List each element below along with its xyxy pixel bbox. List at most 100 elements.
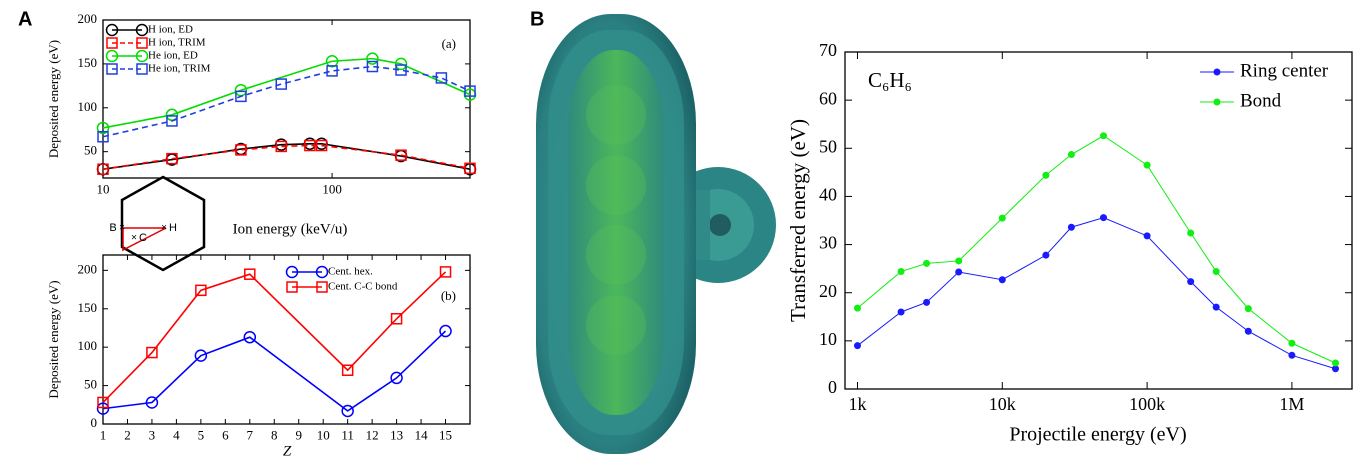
marker xyxy=(1332,365,1339,373)
y-axis-label: Deposited energy (eV) xyxy=(46,280,61,398)
inset-mark: × xyxy=(161,223,167,234)
marker xyxy=(390,313,403,325)
marker xyxy=(96,121,110,135)
marker xyxy=(1100,214,1108,222)
marker xyxy=(1042,171,1050,179)
y-tick-label: 60 xyxy=(819,88,837,108)
y-tick-label: 100 xyxy=(78,338,98,353)
marker xyxy=(1288,339,1296,347)
marker xyxy=(1143,232,1151,240)
legend-label: He ion, TRIM xyxy=(148,63,211,75)
x-axis-label: Z xyxy=(283,443,292,459)
marker xyxy=(315,265,329,279)
marker xyxy=(1244,327,1252,335)
x-tick-label: 4 xyxy=(173,427,180,442)
marker xyxy=(235,90,247,103)
marker xyxy=(897,308,905,316)
legend-label: Cent. C-C bond xyxy=(328,281,398,293)
marker xyxy=(1067,223,1075,231)
x-tick-label: 9 xyxy=(295,427,302,442)
panel-label: B xyxy=(530,8,544,30)
marker xyxy=(1332,359,1339,367)
marker xyxy=(97,396,109,409)
x-tick-label: 6 xyxy=(222,427,229,442)
marker xyxy=(439,324,452,338)
marker xyxy=(1187,278,1195,286)
inset-mark: × xyxy=(131,233,137,244)
marker xyxy=(464,162,476,175)
hexagon-inset: B C H × × × xyxy=(109,175,206,272)
inset-label: B xyxy=(109,222,116,234)
annotation: C₆H₆ xyxy=(868,68,912,92)
x-tick-label: 1M xyxy=(1279,394,1304,414)
marker xyxy=(105,49,119,63)
y-tick-label: 20 xyxy=(819,281,837,301)
x-tick-label: 100 xyxy=(322,181,342,196)
y-tick-label: 30 xyxy=(819,233,837,253)
marker xyxy=(275,78,288,90)
marker xyxy=(326,65,338,77)
x-tick-label: 10 xyxy=(317,427,330,442)
marker xyxy=(998,214,1006,222)
x-tick-label: 10 xyxy=(97,181,110,196)
series-line xyxy=(102,271,447,404)
marker xyxy=(390,371,403,385)
marker xyxy=(1100,132,1108,140)
marker xyxy=(1143,161,1151,169)
marker xyxy=(955,257,963,265)
panel-label: A xyxy=(18,8,32,30)
x-tick-label: 10k xyxy=(989,394,1016,414)
y-tick-label: 100 xyxy=(78,99,98,114)
marker xyxy=(194,349,208,362)
inset-label: H xyxy=(169,222,177,234)
marker xyxy=(166,152,178,165)
marker xyxy=(366,52,379,65)
series-line xyxy=(857,217,1336,370)
marker xyxy=(304,139,316,152)
marker xyxy=(341,404,354,418)
marker xyxy=(97,130,109,143)
y-tick-label: 40 xyxy=(819,185,837,205)
y-tick-label: 0 xyxy=(91,415,98,430)
plot-frame xyxy=(844,51,1353,390)
marker xyxy=(106,63,118,75)
marker xyxy=(1213,98,1221,106)
series-line xyxy=(102,330,447,412)
x-tick-label: 1k xyxy=(848,394,866,414)
y-tick-label: 150 xyxy=(78,300,98,315)
marker xyxy=(464,85,476,97)
x-tick-label: 13 xyxy=(390,427,403,442)
x-axis-label: Ion energy (keV/u) xyxy=(233,221,348,237)
marker xyxy=(286,281,298,293)
chart: 50 100 150 200 10 100 Ion energy (keV/u) Deposi… xyxy=(46,11,477,237)
marker xyxy=(955,268,963,276)
marker xyxy=(1187,229,1195,237)
marker xyxy=(325,55,339,68)
marker xyxy=(97,163,109,175)
marker xyxy=(146,346,158,359)
x-tick-label: 11 xyxy=(341,427,354,442)
marker xyxy=(145,396,159,409)
marker xyxy=(243,330,257,344)
x-tick-label: 12 xyxy=(366,427,379,442)
legend-label: H ion, ED xyxy=(148,24,193,36)
x-tick-label: 5 xyxy=(198,427,205,442)
marker xyxy=(853,304,861,312)
x-tick-label: 7 xyxy=(247,427,254,442)
x-tick-label: 3 xyxy=(149,427,156,442)
legend-label: H ion, TRIM xyxy=(148,37,206,49)
series-line xyxy=(857,135,1336,364)
marker xyxy=(395,149,407,161)
marker xyxy=(998,276,1006,284)
y-axis-label: Deposited energy (eV) xyxy=(46,40,61,158)
inset-label: C xyxy=(139,232,147,244)
y-tick-label: 10 xyxy=(819,329,837,349)
marker xyxy=(195,284,207,297)
legend-label: Cent. hex. xyxy=(328,266,373,278)
molecule-image xyxy=(536,14,776,454)
marker xyxy=(366,60,379,73)
y-tick-label: 200 xyxy=(78,11,98,26)
marker xyxy=(135,23,149,37)
marker xyxy=(439,266,452,278)
